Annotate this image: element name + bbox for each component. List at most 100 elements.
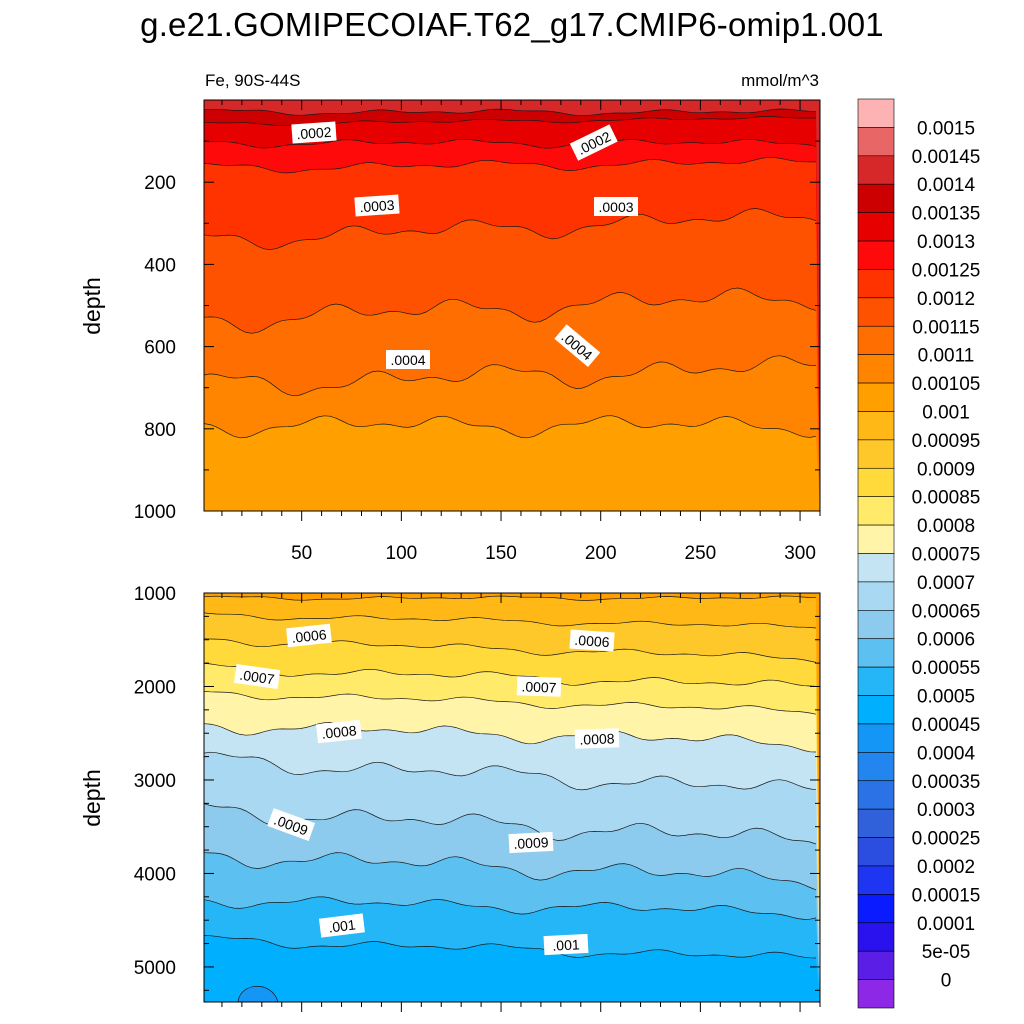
colorbar-swatch <box>857 638 895 668</box>
variable-region-label: Fe, 90S-44S <box>205 71 300 90</box>
lower-y-axis-label: depth <box>79 769 105 827</box>
colorbar-swatch <box>857 780 895 810</box>
colorbar-label: 0.0015 <box>917 118 975 139</box>
contour-label-text: .0006 <box>291 626 328 646</box>
x-tick-label: 150 <box>485 543 517 564</box>
colorbar-label: 0.0008 <box>917 516 975 537</box>
colorbar-swatch <box>857 922 895 952</box>
colorbar-swatch <box>857 894 895 924</box>
colorbar-label: 0.00085 <box>912 488 981 509</box>
colorbar-swatch <box>857 496 895 526</box>
colorbar-label: 0.00055 <box>912 658 981 679</box>
x-tick-label: 100 <box>386 543 418 564</box>
lower-contour-line-9 <box>204 896 817 920</box>
upper-contour-line-4 <box>204 208 817 250</box>
colorbar-swatch <box>857 610 895 640</box>
colorbar-swatch <box>857 979 895 1009</box>
colorbar-label: 0.0006 <box>917 630 975 651</box>
lower-contour-label: .001 <box>543 933 589 956</box>
upper-contour-line-3 <box>204 157 816 174</box>
lower-y-tick-label: 5000 <box>134 958 176 979</box>
contour-label-text: .0008 <box>321 722 358 742</box>
lower-y-tick-label: 3000 <box>134 771 176 792</box>
contour-label-bg <box>316 719 362 744</box>
upper-y-tick-label: 400 <box>144 255 176 276</box>
colorbar-swatch <box>857 467 895 497</box>
contour-label-text: .0007 <box>239 667 276 688</box>
lower-contour-line-5 <box>204 722 817 753</box>
figure-title: g.e21.GOMIPECOIAF.T62_g17.CMIP6-omip1.00… <box>140 6 884 43</box>
lower-contour-label: .0006 <box>286 623 332 648</box>
upper-contour-label: .0002 <box>291 121 337 144</box>
lower-contour-label: .0008 <box>316 719 362 744</box>
colorbar-swatch <box>857 382 895 412</box>
colorbar-swatch <box>857 837 895 867</box>
contour-label-text: .0007 <box>521 678 557 695</box>
contour-label-bg <box>354 194 400 217</box>
lower-contour-label: .0006 <box>569 629 615 652</box>
colorbar-label: 0.0012 <box>917 289 975 310</box>
contour-label-text: .0006 <box>574 632 610 650</box>
colorbar-label: 0.00095 <box>912 431 981 452</box>
lower-contour-line-0 <box>204 595 817 601</box>
contour-label-bg <box>594 197 638 216</box>
contour-label-bg <box>508 831 554 854</box>
contour-label-bg <box>286 623 332 648</box>
contour-label-text: .0002 <box>296 124 332 142</box>
lower-contour-label: .0009 <box>508 831 554 854</box>
colorbar-swatch <box>857 581 895 611</box>
lower-contour-line-6 <box>204 751 817 791</box>
colorbar-swatch <box>857 155 895 185</box>
colorbar-label: 5e-05 <box>922 942 971 963</box>
contour-label-bg <box>386 350 430 369</box>
colorbar-label: 0.0007 <box>917 573 975 594</box>
colorbar-label: 0.00145 <box>912 147 981 168</box>
upper-y-tick-label: 600 <box>144 338 176 359</box>
colorbar-swatch <box>857 666 895 696</box>
upper-contour-line-6 <box>204 355 817 397</box>
colorbar-label: 0.0001 <box>917 914 975 935</box>
lower-contour-line-7 <box>204 803 817 845</box>
upper-contour-line-5 <box>204 287 817 334</box>
contour-label-bg <box>554 324 601 368</box>
lower-contour-line-1 <box>204 612 817 629</box>
colorbar-label: 0.0011 <box>918 346 975 367</box>
x-tick-label: 300 <box>784 543 816 564</box>
lower-contour-label: .0008 <box>574 728 620 749</box>
colorbar-swatch <box>857 950 895 980</box>
colorbar-label: 0.00025 <box>912 829 981 850</box>
contour-label-text: .001 <box>552 936 580 953</box>
colorbar-swatch <box>857 127 895 157</box>
units-label: mmol/m^3 <box>741 71 819 90</box>
colorbar-swatch <box>857 212 895 242</box>
colorbar-swatch <box>857 354 895 384</box>
colorbar-label: 0.0005 <box>917 687 975 708</box>
lower-y-tick-label: 4000 <box>134 864 176 885</box>
colorbar-swatch <box>857 411 895 441</box>
lower-y-tick-label: 1000 <box>134 584 176 605</box>
upper-y-tick-label: 800 <box>144 420 176 441</box>
colorbar-label: 0.00105 <box>912 374 981 395</box>
contour-label-bg <box>291 121 337 144</box>
contour-label-bg <box>267 808 316 841</box>
contour-label-text: .0003 <box>598 199 633 215</box>
colorbar-label: 0.00035 <box>912 772 981 793</box>
upper-contour-label: .0003 <box>354 194 400 217</box>
upper-y-tick-label: 1000 <box>134 502 176 523</box>
contour-label-text: .0003 <box>359 197 395 215</box>
lower-contour-line-3 <box>204 663 817 687</box>
upper-contour-label: .0003 <box>594 197 638 216</box>
lower-band-10 <box>204 935 820 1002</box>
colorbar-swatch <box>857 553 895 583</box>
lower-contour-label: .001 <box>318 913 365 938</box>
upper-band-7 <box>204 415 820 511</box>
colorbar-swatch <box>857 524 895 554</box>
colorbar-label: 0.0003 <box>917 800 975 821</box>
contour-label-bg <box>543 933 589 956</box>
upper-y-axis-label: depth <box>79 277 105 335</box>
contour-label-bg <box>516 676 562 697</box>
colorbar-label: 0.001 <box>922 402 970 423</box>
colorbar-label: 0.00115 <box>912 317 979 338</box>
colorbar-label: 0.00065 <box>912 601 981 622</box>
upper-contour-line-0 <box>204 108 817 117</box>
